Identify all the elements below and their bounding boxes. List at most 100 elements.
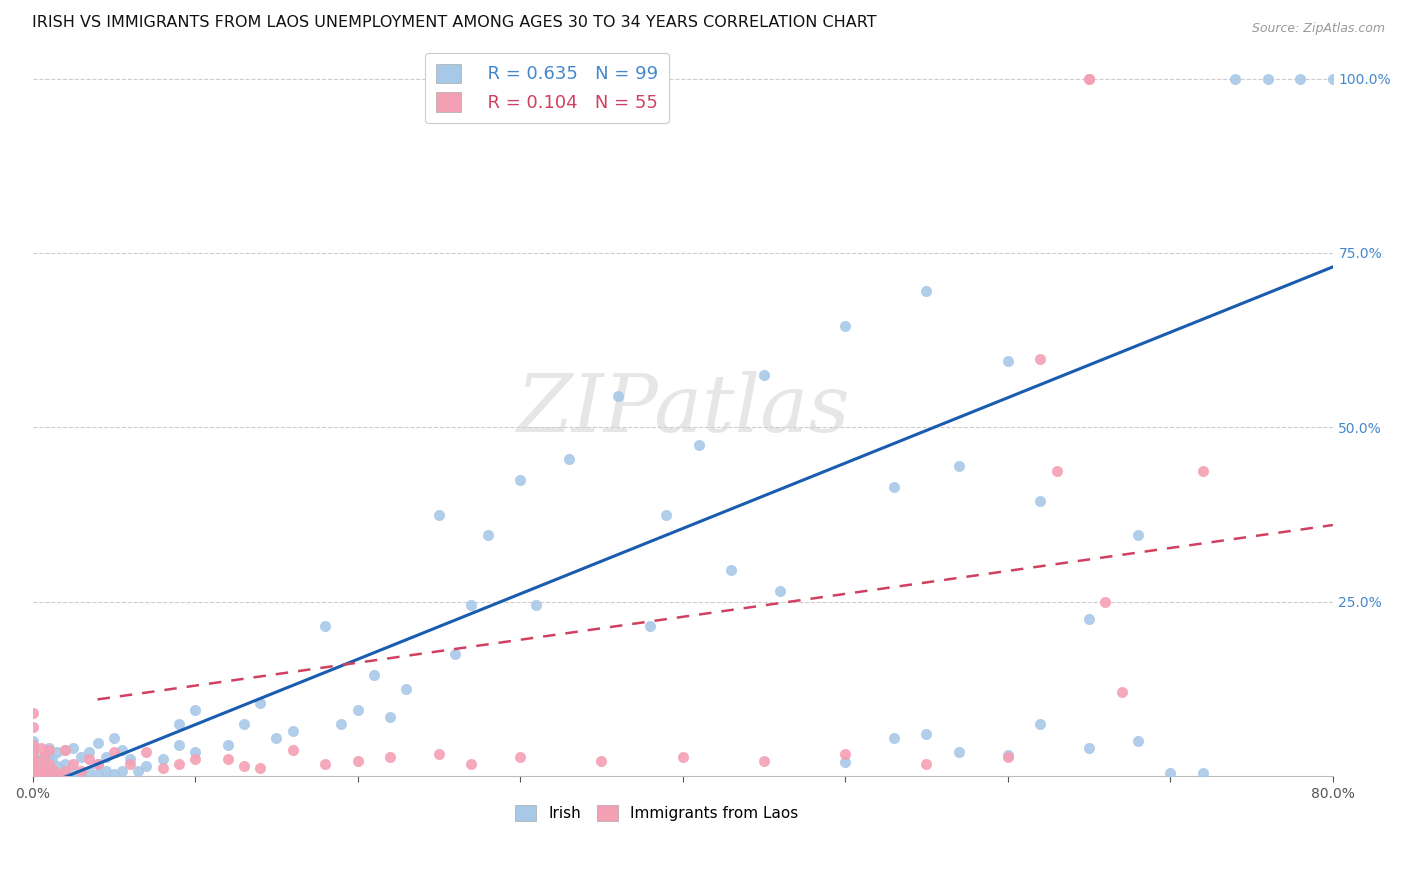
Text: ZIPatlas: ZIPatlas	[516, 371, 849, 449]
Point	[314, 756, 336, 771]
Point	[135, 745, 157, 759]
Point	[94, 749, 117, 764]
Point	[184, 745, 207, 759]
Point	[70, 767, 93, 781]
Point	[30, 767, 52, 781]
Point	[281, 742, 304, 756]
Point	[915, 727, 938, 741]
Point	[232, 716, 254, 731]
Point	[997, 749, 1019, 764]
Point	[217, 738, 239, 752]
Point	[79, 752, 101, 766]
Point	[21, 738, 44, 752]
Point	[53, 764, 76, 778]
Point	[834, 747, 856, 761]
Point	[346, 703, 368, 717]
Point	[30, 762, 52, 776]
Point	[948, 745, 970, 759]
Point	[184, 703, 207, 717]
Point	[45, 758, 67, 772]
Point	[997, 354, 1019, 368]
Point	[70, 764, 93, 778]
Point	[21, 752, 44, 766]
Point	[378, 710, 401, 724]
Point	[21, 749, 44, 764]
Point	[477, 528, 499, 542]
Point	[38, 756, 60, 771]
Point	[509, 473, 531, 487]
Point	[1078, 71, 1101, 86]
Point	[997, 748, 1019, 763]
Point	[915, 285, 938, 299]
Point	[834, 756, 856, 770]
Point	[460, 756, 482, 771]
Point	[1045, 464, 1067, 478]
Point	[21, 761, 44, 775]
Point	[111, 742, 134, 756]
Point	[152, 752, 174, 766]
Point	[915, 756, 938, 771]
Point	[1094, 595, 1116, 609]
Point	[266, 731, 288, 745]
Point	[1322, 71, 1344, 86]
Point	[21, 754, 44, 768]
Point	[42, 764, 65, 778]
Point	[41, 764, 63, 778]
Point	[21, 764, 44, 779]
Point	[672, 749, 695, 764]
Point	[62, 756, 84, 771]
Point	[1078, 612, 1101, 626]
Point	[1289, 71, 1312, 86]
Point	[62, 741, 84, 756]
Point	[21, 747, 44, 761]
Point	[363, 668, 385, 682]
Point	[62, 766, 84, 780]
Point	[1191, 464, 1213, 478]
Point	[32, 749, 55, 764]
Point	[135, 758, 157, 772]
Point	[86, 767, 108, 781]
Point	[1078, 71, 1101, 86]
Point	[427, 747, 450, 761]
Point	[21, 763, 44, 777]
Point	[38, 764, 60, 778]
Point	[509, 749, 531, 764]
Point	[41, 752, 63, 766]
Point	[281, 723, 304, 738]
Point	[655, 508, 678, 522]
Point	[1191, 765, 1213, 780]
Point	[21, 738, 44, 752]
Point	[86, 756, 108, 771]
Point	[1111, 685, 1133, 699]
Point	[86, 756, 108, 771]
Point	[395, 681, 418, 696]
Point	[217, 752, 239, 766]
Point	[32, 764, 55, 778]
Point	[111, 764, 134, 778]
Point	[21, 756, 44, 771]
Point	[152, 761, 174, 775]
Point	[21, 767, 44, 781]
Point	[249, 761, 271, 775]
Point	[834, 319, 856, 334]
Point	[38, 752, 60, 766]
Point	[94, 764, 117, 778]
Point	[30, 767, 52, 781]
Point	[558, 451, 581, 466]
Point	[606, 389, 628, 403]
Point	[38, 742, 60, 756]
Point	[38, 758, 60, 772]
Point	[752, 368, 775, 382]
Point	[118, 752, 141, 766]
Point	[1029, 716, 1052, 731]
Point	[1126, 734, 1149, 748]
Point	[34, 766, 56, 780]
Point	[21, 742, 44, 756]
Point	[86, 736, 108, 750]
Point	[1078, 741, 1101, 756]
Point	[378, 749, 401, 764]
Point	[752, 754, 775, 768]
Point	[1225, 71, 1247, 86]
Point	[38, 767, 60, 781]
Point	[21, 706, 44, 721]
